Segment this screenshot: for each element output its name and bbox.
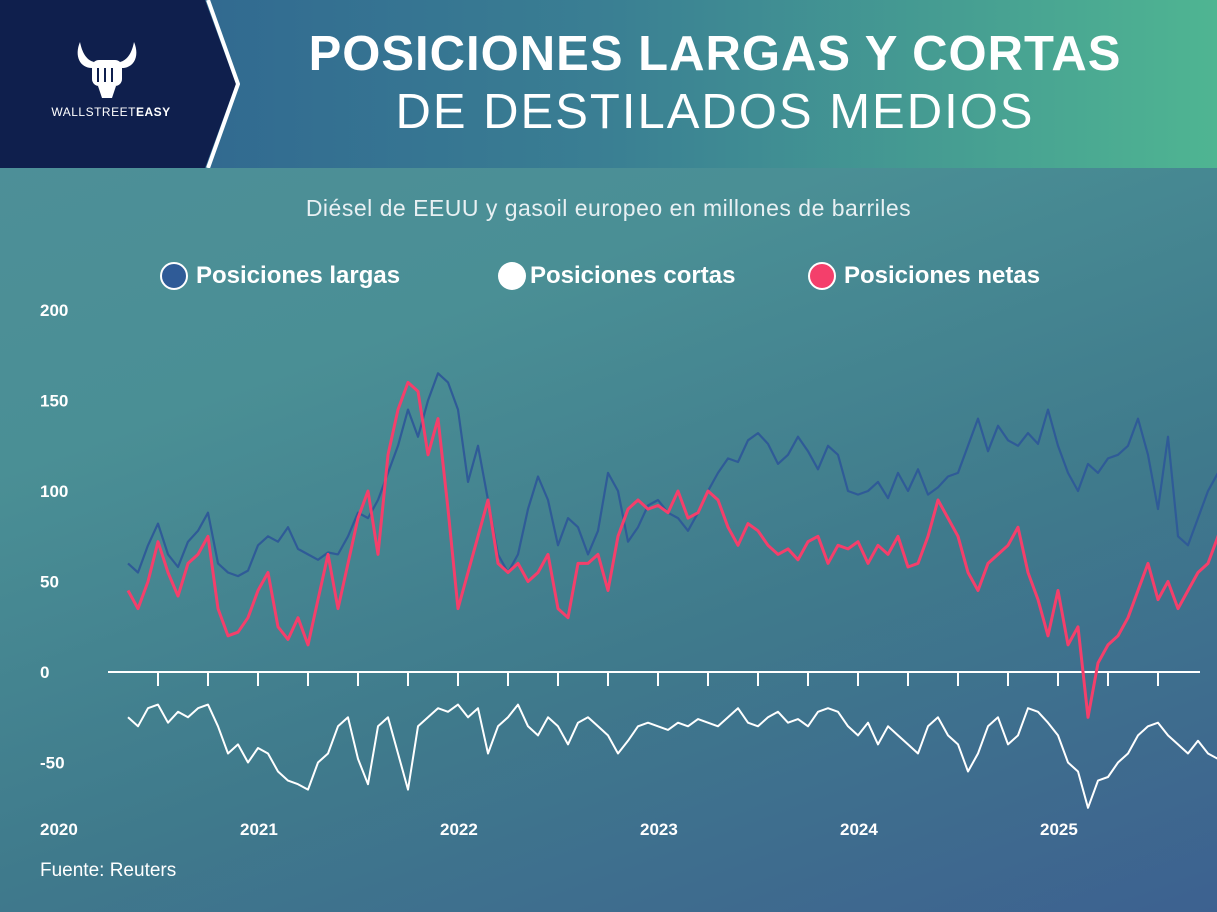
legend-item-largas: Posiciones largas bbox=[160, 262, 400, 290]
y-tick-label: 0 bbox=[40, 663, 49, 682]
legend-item-netas: Posiciones netas bbox=[808, 262, 1040, 290]
legend-label-largas: Posiciones largas bbox=[196, 262, 401, 289]
legend-dot-cortas bbox=[498, 262, 526, 290]
y-tick-label: 200 bbox=[40, 301, 68, 320]
source-note: Fuente: Reuters bbox=[40, 860, 177, 881]
header-banner: WALLSTREETEASY POSICIONES LARGAS Y CORTA… bbox=[0, 0, 1217, 168]
logo-text-regular: WALLSTREET bbox=[51, 105, 136, 119]
series-line-largas bbox=[127, 372, 1217, 578]
legend-label-cortas: Posiciones cortas bbox=[530, 262, 736, 289]
x-tick-label: 2023 bbox=[640, 820, 678, 839]
y-axis: 200 150 100 50 0 -50 bbox=[40, 301, 68, 773]
x-tick-label: 2022 bbox=[440, 820, 478, 839]
logo-text: WALLSTREETEASY bbox=[46, 105, 176, 119]
y-tick-label: 50 bbox=[40, 573, 59, 592]
title-line-2: DE DESTILADOS MEDIOS bbox=[395, 85, 1035, 139]
y-tick-label: 100 bbox=[40, 482, 68, 501]
title-line-1: POSICIONES LARGAS Y CORTAS bbox=[308, 27, 1122, 81]
legend-dot-netas bbox=[808, 262, 836, 290]
series-layer bbox=[126, 372, 1217, 809]
x-axis: 2020 2021 2022 2023 2024 2025 bbox=[40, 671, 1200, 839]
bull-logo-icon bbox=[77, 42, 137, 98]
legend-label-netas: Posiciones netas bbox=[844, 262, 1041, 289]
y-tick-label: -50 bbox=[40, 754, 65, 773]
x-tick-label: 2024 bbox=[840, 820, 878, 839]
legend-item-cortas: Posiciones cortas bbox=[498, 262, 735, 290]
logo-text-bold: EASY bbox=[135, 105, 171, 119]
x-tick-label: 2020 bbox=[40, 820, 78, 839]
series-line-netas bbox=[126, 380, 1217, 719]
chart-subtitle: Diésel de EEUU y gasoil europeo en millo… bbox=[305, 195, 912, 221]
legend-dot-largas bbox=[160, 262, 188, 290]
x-tick-label: 2021 bbox=[240, 820, 278, 839]
series-line-cortas bbox=[127, 703, 1217, 809]
x-tick-label: 2025 bbox=[1040, 820, 1078, 839]
y-tick-label: 150 bbox=[40, 392, 68, 411]
